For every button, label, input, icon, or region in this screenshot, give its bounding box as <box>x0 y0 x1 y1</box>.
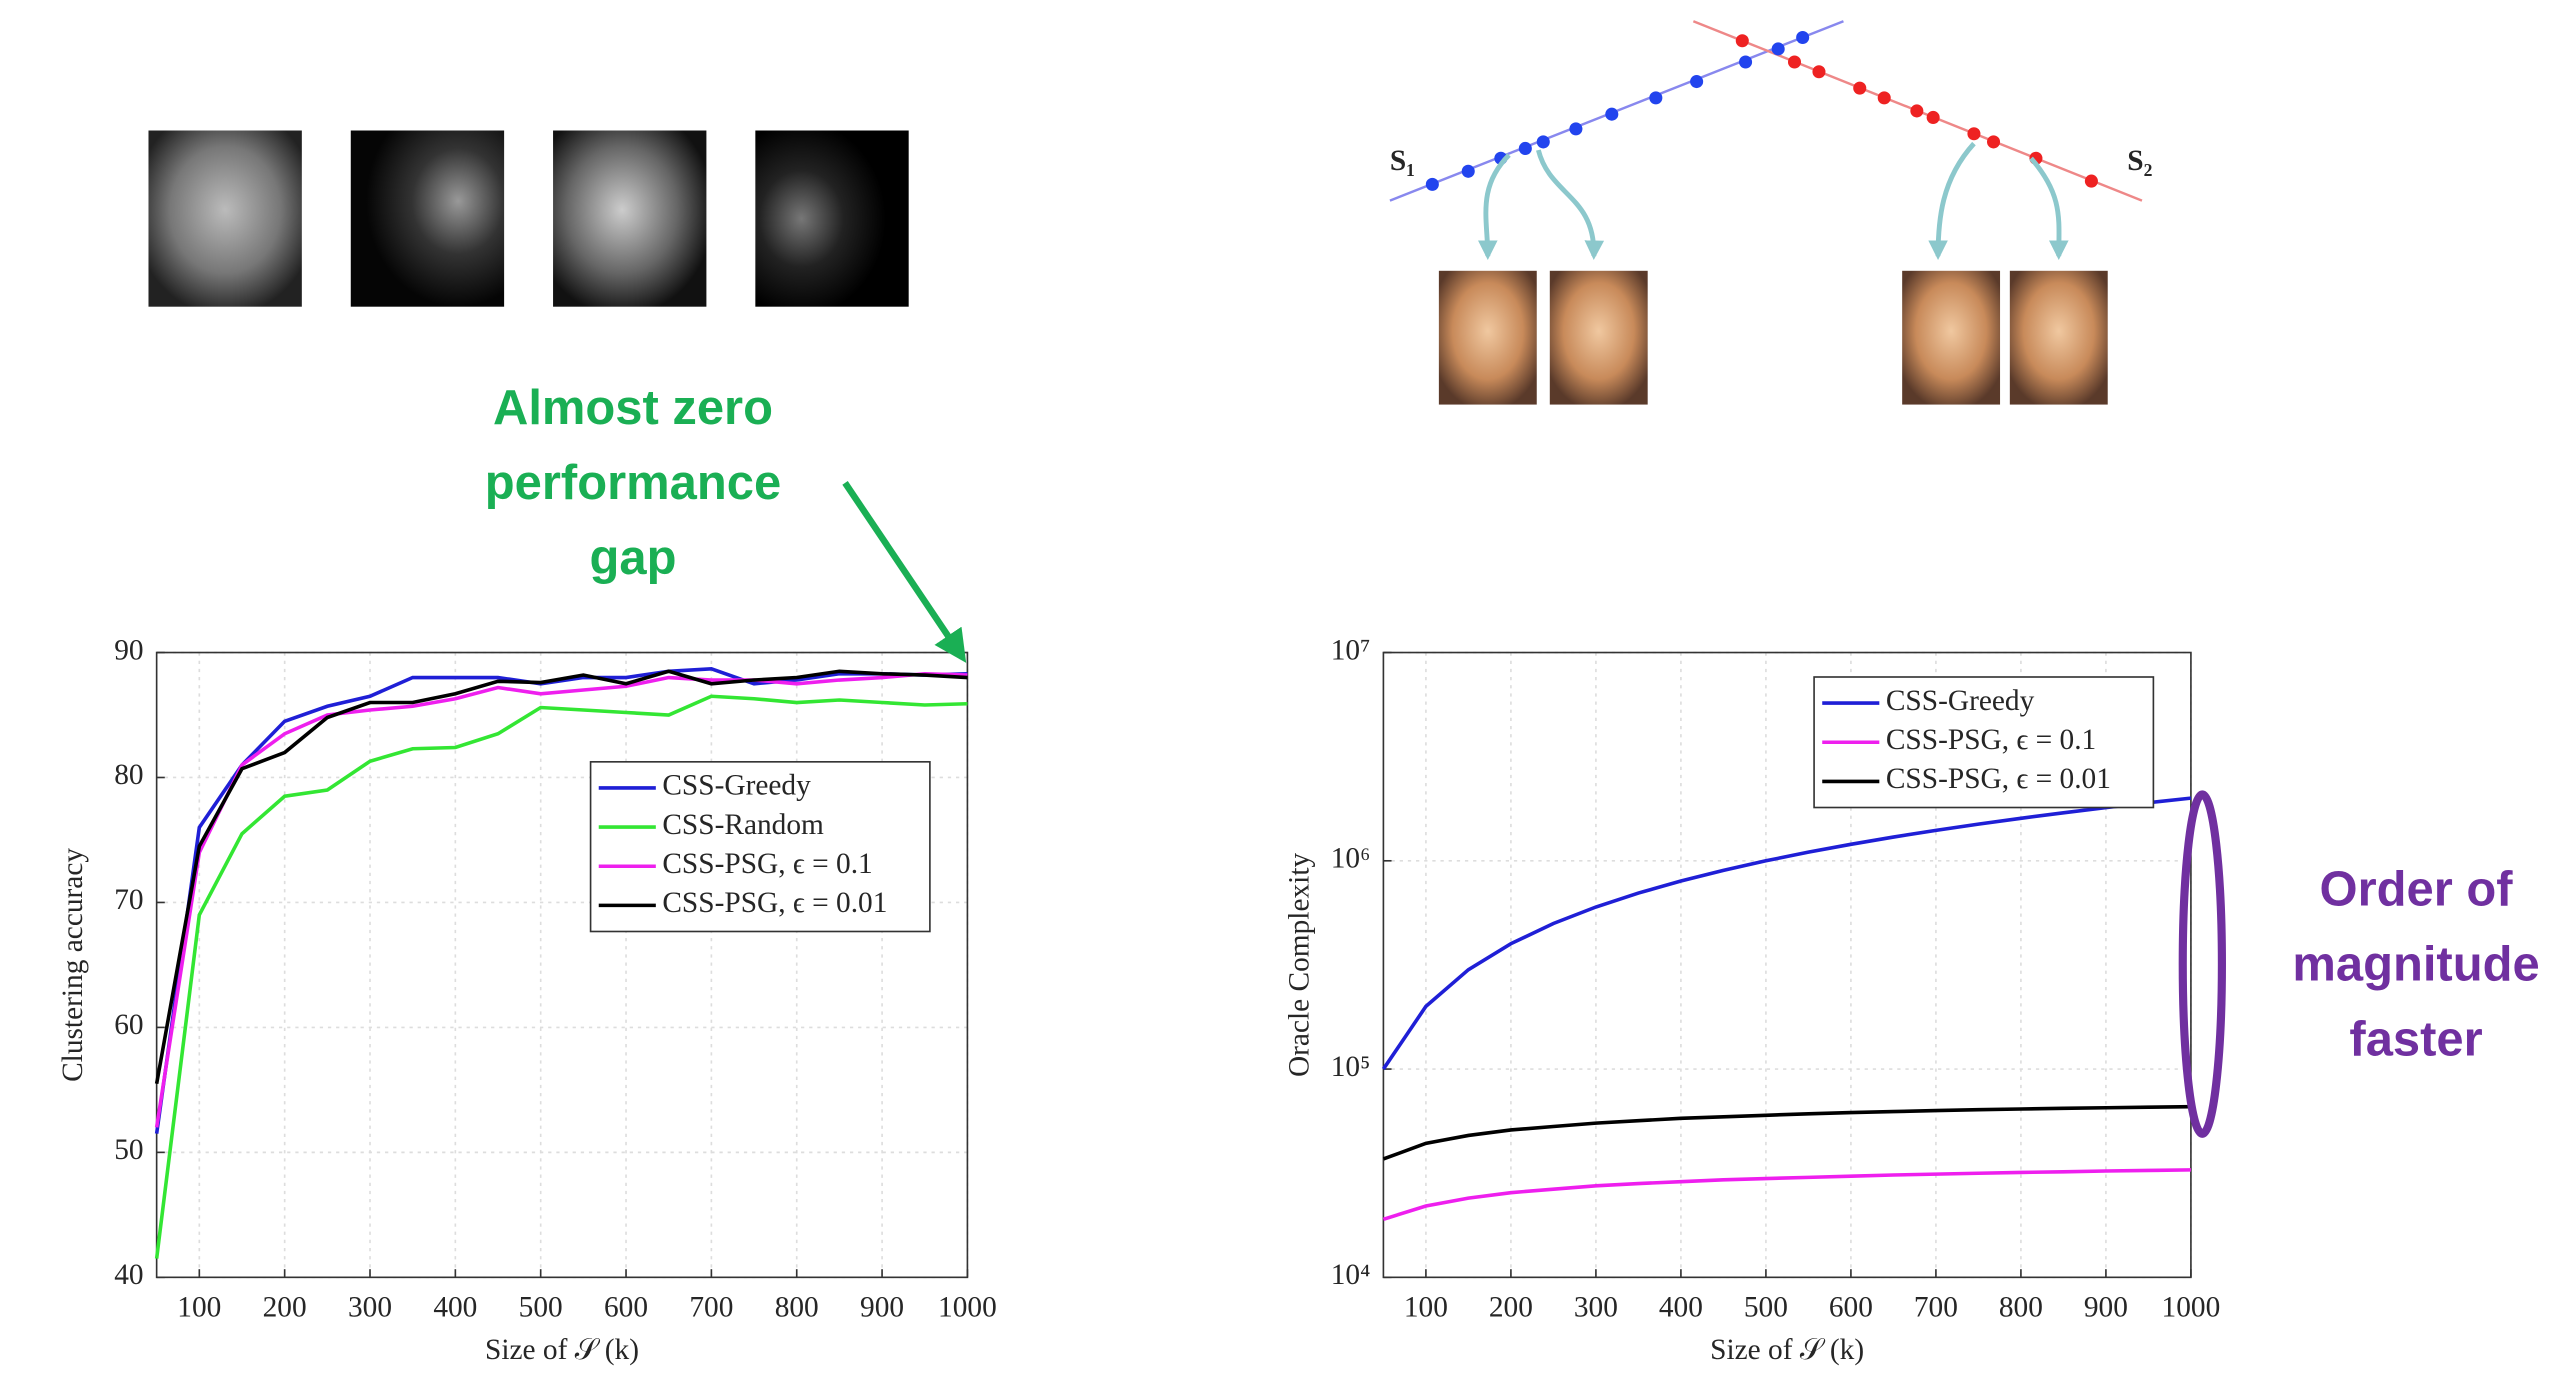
x-tick-label: 700 <box>689 1292 733 1324</box>
y-tick-label: 40 <box>114 1259 143 1291</box>
y-axis-label: Oracle Complexity <box>1284 853 1316 1078</box>
y-tick-label: 50 <box>114 1134 143 1166</box>
x-tick-label: 300 <box>348 1292 392 1324</box>
y-tick-label: 70 <box>114 884 143 916</box>
annotation: Order of <box>2320 862 2514 916</box>
legend-label: CSS-PSG, ϵ = 0.1 <box>1886 724 2096 756</box>
annotation: Almost zero <box>493 381 773 435</box>
x-axis-label: Size of 𝒮 (k) <box>485 1334 639 1366</box>
x-tick-label: 500 <box>519 1292 563 1324</box>
x-tick-label: 500 <box>1744 1292 1788 1324</box>
y-tick-label: 60 <box>114 1009 143 1041</box>
legend-label: CSS-Greedy <box>1886 685 2035 717</box>
slide: S₁ S₂ 100 200 300 400 500 600 700 800 900 1000 40 5… <box>0 0 2558 1385</box>
annotation: performance <box>485 456 781 510</box>
y-axis-label: Clustering accuracy <box>57 848 89 1082</box>
x-tick-label: 400 <box>1659 1292 1703 1324</box>
legend-label: CSS-PSG, ϵ = 0.01 <box>1886 763 2111 795</box>
x-tick-label: 1000 <box>938 1292 997 1324</box>
y-tick-label: 90 <box>114 634 143 666</box>
x-tick-label: 800 <box>775 1292 819 1324</box>
annotation: gap <box>590 531 677 585</box>
plot-area <box>157 653 968 1278</box>
subspace-label: S₁ <box>1390 145 1415 177</box>
x-tick-label: 200 <box>1489 1292 1533 1324</box>
legend-label: CSS-Random <box>662 809 824 841</box>
x-tick-label: 400 <box>433 1292 477 1324</box>
x-tick-label: 900 <box>860 1292 904 1324</box>
legend-label: CSS-Greedy <box>662 770 811 802</box>
x-tick-label: 100 <box>177 1292 221 1324</box>
x-tick-label: 900 <box>2084 1292 2128 1324</box>
subspace-label: S₂ <box>2127 145 2152 177</box>
x-tick-label: 700 <box>1914 1292 1958 1324</box>
subspace-diagram: S₁ S₂ <box>1390 21 2153 404</box>
x-tick-label: 800 <box>1999 1292 2043 1324</box>
page: S₁ S₂ 100 200 300 400 500 600 700 800 900 1000 40 5… <box>0 0 2558 1385</box>
annotation-arrow <box>845 483 962 658</box>
x-tick-label: 600 <box>604 1292 648 1324</box>
y-tick-label: 10⁴ <box>1331 1259 1371 1291</box>
annotation: magnitude <box>2292 937 2539 991</box>
legend-label: CSS-PSG, ϵ = 0.01 <box>662 887 887 919</box>
x-tick-label: 300 <box>1574 1292 1618 1324</box>
legend-label: CSS-PSG, ϵ = 0.1 <box>662 848 872 880</box>
annotation: faster <box>2349 1012 2482 1066</box>
x-tick-label: 200 <box>263 1292 307 1324</box>
y-tick-label: 10⁷ <box>1331 634 1371 666</box>
x-tick-label: 100 <box>1404 1292 1448 1324</box>
x-tick-label: 1000 <box>2162 1292 2221 1324</box>
y-tick-label: 10⁵ <box>1331 1051 1371 1083</box>
y-tick-label: 80 <box>114 759 143 791</box>
x-tick-label: 600 <box>1829 1292 1873 1324</box>
face-images <box>148 131 908 307</box>
y-tick-label: 10⁶ <box>1331 843 1371 875</box>
x-axis-label: Size of 𝒮 (k) <box>1710 1334 1864 1366</box>
